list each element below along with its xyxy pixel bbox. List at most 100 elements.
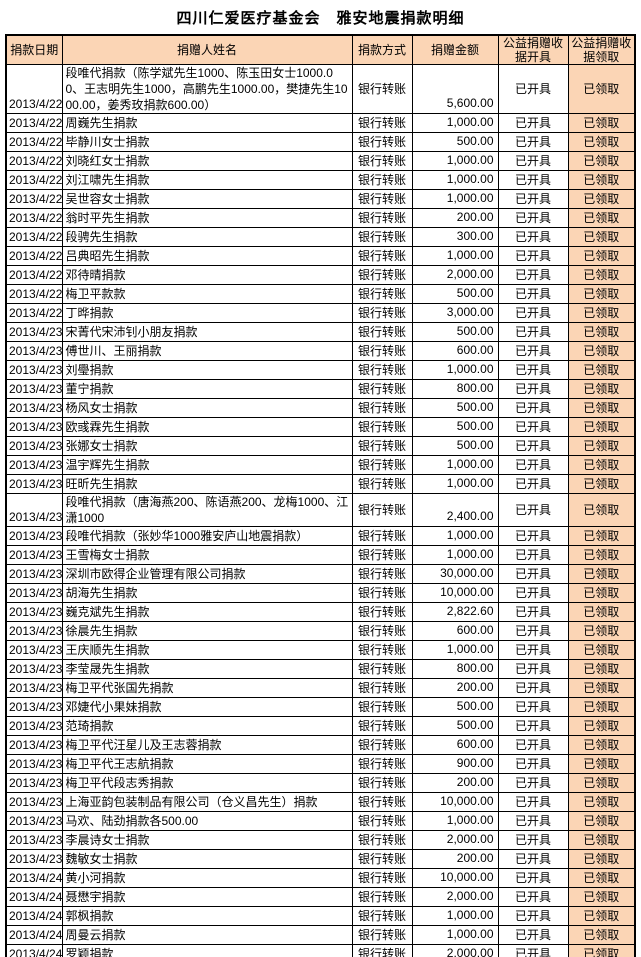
table-row: 2013/4/23 徐晨先生捐款 银行转账 600.00 已开具 已领取 <box>5 621 636 641</box>
cell-name: 傅世川、王丽捐款 <box>61 341 353 361</box>
cell-name: 李晨诗女士捐款 <box>61 830 353 850</box>
table-row: 2013/4/23 梅卫平代汪星儿及王志蓉捐款 银行转账 600.00 已开具 已领取 <box>5 735 636 755</box>
cell-amount: 10,000.00 <box>411 792 499 812</box>
cell-amount: 300.00 <box>411 227 499 247</box>
cell-name: 刘江啸先生捐款 <box>61 170 353 190</box>
cell-amount: 500.00 <box>411 697 499 717</box>
cell-amount: 1,000.00 <box>411 640 499 660</box>
cell-received: 已领取 <box>567 303 636 323</box>
cell-name: 梅卫平代段志秀捐款 <box>61 773 353 793</box>
cell-issued: 已开具 <box>497 754 569 774</box>
cell-received: 已领取 <box>567 868 636 888</box>
cell-method: 银行转账 <box>351 925 413 945</box>
cell-amount: 1,000.00 <box>411 113 499 133</box>
table-row: 2013/4/23 梅卫平代段志秀捐款 银行转账 200.00 已开具 已领取 <box>5 773 636 793</box>
cell-name: 邓婕代小果妹捐款 <box>61 697 353 717</box>
cell-received: 已领取 <box>567 811 636 831</box>
cell-method: 银行转账 <box>351 455 413 475</box>
table-row: 2013/4/24 周曼云捐款 银行转账 1,000.00 已开具 已领取 <box>5 925 636 945</box>
cell-issued: 已开具 <box>497 925 569 945</box>
cell-method: 银行转账 <box>351 887 413 907</box>
cell-amount: 500.00 <box>411 398 499 418</box>
cell-amount: 2,000.00 <box>411 944 499 957</box>
cell-name: 刘晓红女士捐款 <box>61 151 353 171</box>
cell-method: 银行转账 <box>351 849 413 869</box>
cell-received: 已领取 <box>567 830 636 850</box>
cell-received: 已领取 <box>567 398 636 418</box>
table-row: 2013/4/23 董宁捐款 银行转账 800.00 已开具 已领取 <box>5 379 636 399</box>
cell-method: 银行转账 <box>351 773 413 793</box>
table-row: 2013/4/23 刘璺捐款 银行转账 1,000.00 已开具 已领取 <box>5 360 636 380</box>
cell-date: 2013/4/23 <box>5 583 63 603</box>
cell-issued: 已开具 <box>497 265 569 285</box>
cell-received: 已领取 <box>567 436 636 456</box>
table-row: 2013/4/24 郭枫捐款 银行转账 1,000.00 已开具 已领取 <box>5 906 636 926</box>
cell-date: 2013/4/23 <box>5 735 63 755</box>
cell-amount: 2,000.00 <box>411 830 499 850</box>
cell-received: 已领取 <box>567 246 636 266</box>
cell-received: 已领取 <box>567 379 636 399</box>
cell-method: 银行转账 <box>351 526 413 546</box>
cell-issued: 已开具 <box>497 545 569 565</box>
cell-date: 2013/4/23 <box>5 417 63 437</box>
table-row: 2013/4/23 李莹晟先生捐款 银行转账 800.00 已开具 已领取 <box>5 659 636 679</box>
cell-name: 黄小河捐款 <box>61 868 353 888</box>
cell-name: 梅卫平代王志航捐款 <box>61 754 353 774</box>
column-header-name: 捐赠人姓名 <box>61 34 353 65</box>
cell-amount: 500.00 <box>411 436 499 456</box>
cell-amount: 500.00 <box>411 284 499 304</box>
table-row: 2013/4/22 丁晔捐款 银行转账 3,000.00 已开具 已领取 <box>5 303 636 323</box>
cell-method: 银行转账 <box>351 132 413 152</box>
table-row: 2013/4/23 张娜女士捐款 银行转账 500.00 已开具 已领取 <box>5 436 636 456</box>
table-row: 2013/4/22 吴世容女士捐款 银行转账 1,000.00 已开具 已领取 <box>5 189 636 209</box>
table-row: 2013/4/23 梅卫平代王志航捐款 银行转账 900.00 已开具 已领取 <box>5 754 636 774</box>
cell-issued: 已开具 <box>497 151 569 171</box>
cell-method: 银行转账 <box>351 64 413 114</box>
cell-method: 银行转账 <box>351 493 413 527</box>
cell-received: 已领取 <box>567 322 636 342</box>
cell-issued: 已开具 <box>497 64 569 114</box>
cell-amount: 600.00 <box>411 341 499 361</box>
cell-date: 2013/4/22 <box>5 208 63 228</box>
cell-date: 2013/4/23 <box>5 564 63 584</box>
table-row: 2013/4/22 梅卫平款款 银行转账 500.00 已开具 已领取 <box>5 284 636 304</box>
cell-amount: 1,000.00 <box>411 246 499 266</box>
cell-issued: 已开具 <box>497 564 569 584</box>
cell-received: 已领取 <box>567 265 636 285</box>
cell-received: 已领取 <box>567 887 636 907</box>
cell-issued: 已开具 <box>497 868 569 888</box>
cell-name: 梅卫平代汪星儿及王志蓉捐款 <box>61 735 353 755</box>
table-row: 2013/4/23 深圳市欧得企业管理有限公司捐款 银行转账 30,000.00 已开具… <box>5 564 636 584</box>
cell-method: 银行转账 <box>351 322 413 342</box>
cell-date: 2013/4/22 <box>5 265 63 285</box>
cell-amount: 200.00 <box>411 678 499 698</box>
cell-date: 2013/4/24 <box>5 944 63 957</box>
cell-method: 银行转账 <box>351 474 413 494</box>
cell-name: 梅卫平代张国先捐款 <box>61 678 353 698</box>
table-row: 2013/4/22 吕典昭先生捐款 银行转账 1,000.00 已开具 已领取 <box>5 246 636 266</box>
table-row: 2013/4/23 宋菁代宋沛钊小朋友捐款 银行转账 500.00 已开具 已领取 <box>5 322 636 342</box>
cell-issued: 已开具 <box>497 474 569 494</box>
cell-issued: 已开具 <box>497 227 569 247</box>
table-row: 2013/4/22 翁时平先生捐款 银行转账 200.00 已开具 已领取 <box>5 208 636 228</box>
cell-issued: 已开具 <box>497 360 569 380</box>
cell-name: 段唯代捐款（张妙华1000雅安庐山地震捐款） <box>61 526 353 546</box>
table-row: 2013/4/22 刘晓红女士捐款 银行转账 1,000.00 已开具 已领取 <box>5 151 636 171</box>
cell-amount: 3,000.00 <box>411 303 499 323</box>
cell-date: 2013/4/22 <box>5 246 63 266</box>
cell-amount: 200.00 <box>411 208 499 228</box>
cell-received: 已领取 <box>567 564 636 584</box>
column-header-issued: 公益捐赠收据开具 <box>497 34 569 65</box>
table-row: 2013/4/23 范琦捐款 银行转账 500.00 已开具 已领取 <box>5 716 636 736</box>
cell-name: 梅卫平款款 <box>61 284 353 304</box>
cell-name: 宋菁代宋沛钊小朋友捐款 <box>61 322 353 342</box>
cell-method: 银行转账 <box>351 602 413 622</box>
table-row: 2013/4/22 周巍先生捐款 银行转账 1,000.00 已开具 已领取 <box>5 113 636 133</box>
cell-date: 2013/4/23 <box>5 322 63 342</box>
cell-issued: 已开具 <box>497 322 569 342</box>
cell-date: 2013/4/23 <box>5 526 63 546</box>
table-row: 2013/4/23 欧彧霖先生捐款 银行转账 500.00 已开具 已领取 <box>5 417 636 437</box>
cell-received: 已领取 <box>567 659 636 679</box>
cell-amount: 200.00 <box>411 849 499 869</box>
